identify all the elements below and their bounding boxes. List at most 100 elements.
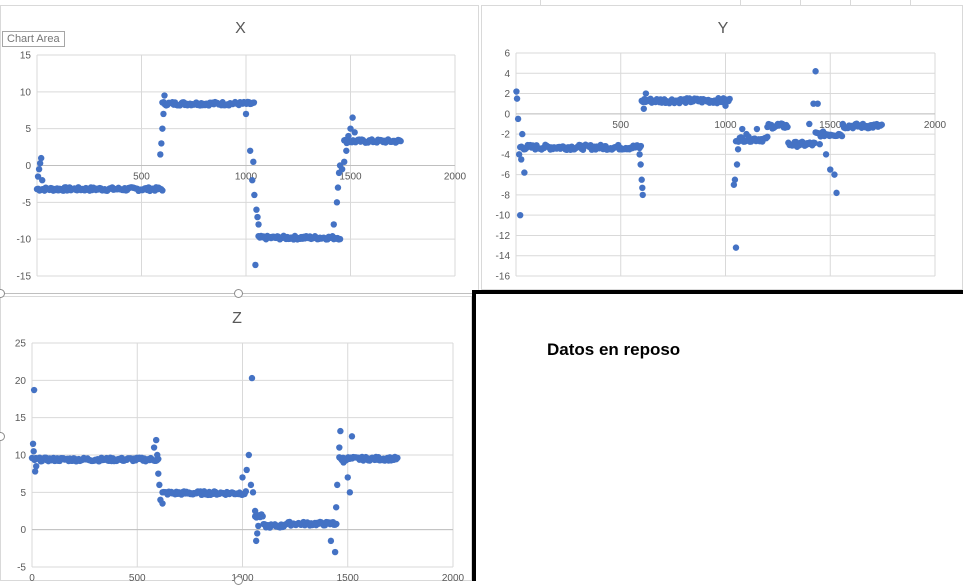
x-tick-label: 2000 <box>444 172 467 183</box>
data-point <box>732 244 740 251</box>
data-point <box>242 488 250 495</box>
data-point <box>638 176 645 183</box>
data-point <box>730 181 738 188</box>
chart-title: X <box>235 20 246 37</box>
data-point <box>753 125 761 133</box>
y-tick-label: -10 <box>496 211 511 222</box>
data-point <box>639 191 646 199</box>
data-point <box>159 187 166 194</box>
chart-y[interactable]: Y -16 -14 -12 -10 -8 -6 -4 -2 0 2 4 6 500 1000 1500 2000 <box>481 5 963 290</box>
resize-handle[interactable] <box>0 289 5 298</box>
x-tick-label: 500 <box>612 120 629 131</box>
chart-title: Z <box>232 310 242 327</box>
data-point <box>642 90 650 97</box>
x-tick-label: 1000 <box>235 172 258 183</box>
y-tick-label: 10 <box>20 87 32 98</box>
data-point <box>806 120 813 128</box>
text-panel <box>472 290 963 581</box>
y-tick-label: -8 <box>501 190 510 201</box>
data-point <box>36 160 44 167</box>
data-point <box>161 92 168 99</box>
data-point <box>239 474 246 481</box>
data-point <box>341 158 348 166</box>
sheet-column-line <box>800 0 801 5</box>
data-point <box>329 519 337 526</box>
data-point <box>158 140 165 147</box>
chart-x[interactable]: X -15 -10 -5 0 5 10 15 500 1000 1500 2000 <box>0 5 479 294</box>
y-tick-label: 2 <box>504 89 510 100</box>
data-point <box>340 459 347 466</box>
data-point <box>338 165 346 173</box>
data-point <box>30 386 38 394</box>
data-point <box>249 177 256 184</box>
data-point <box>835 130 842 138</box>
resize-handle[interactable] <box>234 289 243 298</box>
note-text: Datos en reposo <box>547 340 681 359</box>
data-point <box>345 132 352 140</box>
data-point <box>519 130 526 138</box>
data-point <box>739 125 746 133</box>
y-tick-label: -5 <box>22 198 31 209</box>
chart-z-plot: Z-505101520250500100015002000 <box>15 310 465 582</box>
data-point <box>159 125 166 132</box>
x-tick-label: 2000 <box>442 573 465 582</box>
chart-title: Y <box>718 20 729 37</box>
data-point <box>637 161 644 168</box>
data-point <box>152 436 160 444</box>
y-tick-label: 6 <box>504 49 510 60</box>
data-point <box>812 68 819 75</box>
data-point <box>764 133 771 141</box>
sheet-column-line <box>850 0 851 5</box>
data-point <box>513 88 520 95</box>
data-point <box>513 95 521 102</box>
data-point <box>332 504 340 511</box>
y-tick-label: 20 <box>15 376 27 387</box>
data-point <box>246 147 254 154</box>
x-tick-label: 2000 <box>924 120 947 131</box>
data-point <box>242 110 250 118</box>
data-point <box>255 221 262 228</box>
data-point <box>839 120 847 128</box>
x-tick-label: 1000 <box>714 120 737 131</box>
resize-handle[interactable] <box>0 432 5 441</box>
data-point <box>346 489 354 496</box>
y-tick-label: -5 <box>17 563 26 574</box>
data-point <box>247 481 255 489</box>
data-point <box>636 151 643 158</box>
data-point <box>248 374 256 382</box>
data-point <box>344 474 351 481</box>
data-point <box>784 123 791 131</box>
chart-z[interactable]: Z-505101520250500100015002000 <box>0 296 472 582</box>
data-point <box>743 130 750 138</box>
data-point <box>722 102 729 109</box>
y-tick-label: 15 <box>15 413 27 424</box>
data-point <box>30 448 37 455</box>
y-tick-label: -16 <box>496 272 511 283</box>
y-tick-label: 0 <box>504 109 510 120</box>
data-point <box>252 261 259 269</box>
data-point <box>254 213 261 221</box>
x-tick-label: 0 <box>29 573 35 582</box>
data-point <box>811 139 818 147</box>
chart-y-plot: Y -16 -14 -12 -10 -8 -6 -4 -2 0 2 4 6 500 1000 1500 2000 <box>496 20 947 283</box>
data-point <box>336 444 343 451</box>
data-point <box>35 165 43 173</box>
data-point <box>259 513 266 520</box>
data-point <box>827 166 834 173</box>
y-tick-label: 15 <box>20 51 32 62</box>
y-tick-label: -10 <box>17 235 32 246</box>
y-tick-label: -2 <box>501 130 510 141</box>
data-point <box>734 146 742 153</box>
data-point <box>516 211 524 219</box>
data-point <box>515 151 523 158</box>
data-point <box>160 110 167 118</box>
data-point <box>330 221 337 228</box>
y-tick-label: 10 <box>15 451 27 462</box>
data-point <box>250 158 257 166</box>
sheet-column-line <box>910 0 911 5</box>
y-tick-label: -14 <box>496 251 511 262</box>
data-point <box>251 191 258 199</box>
data-point <box>814 100 821 107</box>
y-tick-label: 25 <box>15 339 27 350</box>
data-point <box>150 444 158 451</box>
